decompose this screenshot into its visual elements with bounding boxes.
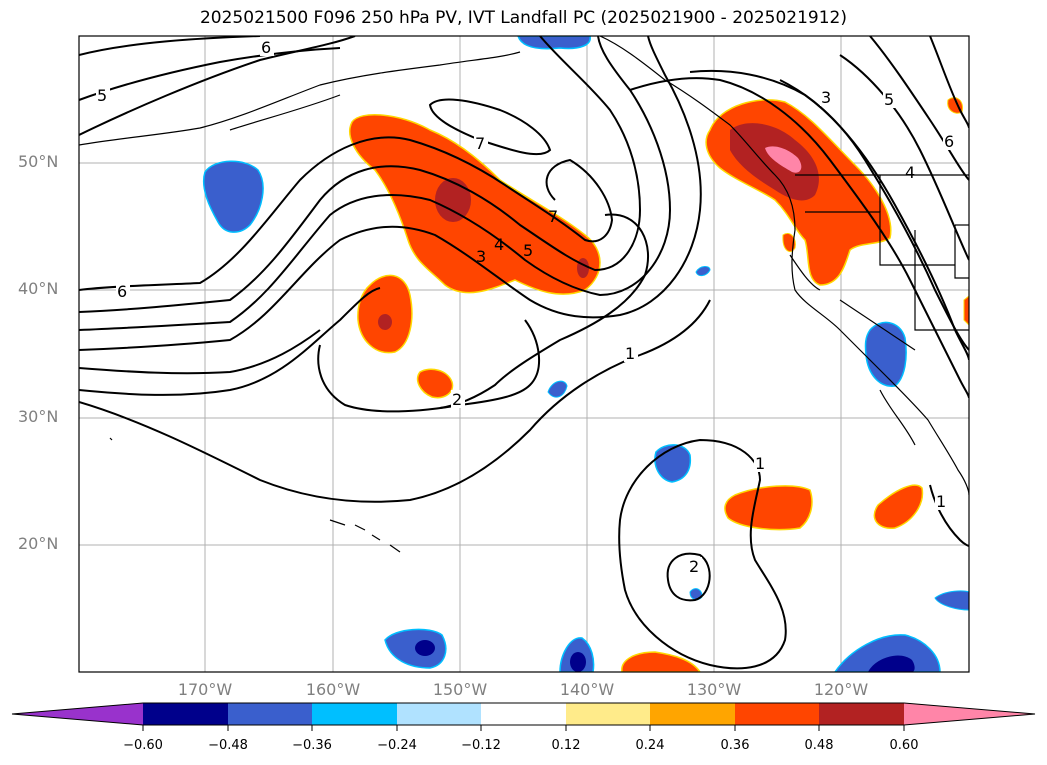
contour-label: 1 [755,454,765,473]
colorbar-tick-label: 0.36 [720,738,750,753]
lat-label-50n: 50°N [18,152,59,171]
contour-label: 2 [689,557,699,576]
contour-label: 2 [452,390,462,409]
contour-label: 1 [936,492,946,511]
pv-positive-blob-33n [416,368,454,399]
colorbar-tick-label: 0.24 [635,738,665,753]
contour-label: 5 [523,241,533,260]
colorbar-max-extend [904,703,1035,725]
pv-contours [79,36,969,670]
lon-label-120w: 120°W [813,680,869,699]
pv-positive-central-pacific [349,113,601,295]
lon-label-150w: 150°W [432,680,488,699]
lat-label-30n: 30°N [18,407,59,426]
contour-label: 6 [117,282,127,301]
contour-label: 5 [884,90,894,109]
lon-label-130w: 130°W [686,680,742,699]
plot-frame [78,35,970,673]
pv-negative-california [864,321,907,387]
contour-label: 5 [97,86,107,105]
lat-label-40n: 40°N [18,279,59,298]
pv-negative-top [517,36,591,50]
colorbar-tick-label: −0.24 [377,738,417,753]
plot-background [79,36,969,672]
contour-labels: 6 5 7 6 3 4 5 1 2 1 2 3 5 6 4 1 [96,38,957,576]
coastlines [79,36,969,553]
colorbar-min-extend [12,703,143,725]
colorbar-tick-label: 0.60 [889,738,919,753]
pv-positive-baja [873,484,924,529]
pv-positive-subtropical-east [724,485,813,531]
positive-anomaly-regions [349,97,969,672]
colorbar-tick-label: 0.12 [551,738,581,753]
negative-anomaly-regions [203,36,969,672]
lat-label-20n: 20°N [18,534,59,553]
colorbar-tick-label: −0.12 [461,738,501,753]
contour-label: 4 [494,235,504,254]
contour-label: 3 [476,247,486,266]
contour-label: 3 [821,88,831,107]
contour-label: 6 [261,38,271,57]
colorbar-tick-label: −0.36 [292,738,332,753]
contour-label: 1 [625,344,635,363]
contour-label: 7 [548,207,558,226]
colorbar [11,702,1036,731]
colorbar-tick-label: −0.60 [123,738,163,753]
pv-positive-south [621,651,701,672]
colorbar-tick-label: −0.48 [208,738,248,753]
contour-label: 4 [905,163,915,182]
contour-label: 6 [944,132,954,151]
pv-negative-north-pacific [203,160,264,233]
lon-label-140w: 140°W [559,680,615,699]
colorbar-tick-label: 0.48 [804,738,834,753]
lon-label-160w: 160°W [305,680,361,699]
map-title: 2025021500 F096 250 hPa PV, IVT Landfall… [199,8,847,28]
pv-negative-south-east [834,634,941,672]
lon-label-170w: 170°W [177,680,233,699]
contour-label: 7 [475,134,485,153]
